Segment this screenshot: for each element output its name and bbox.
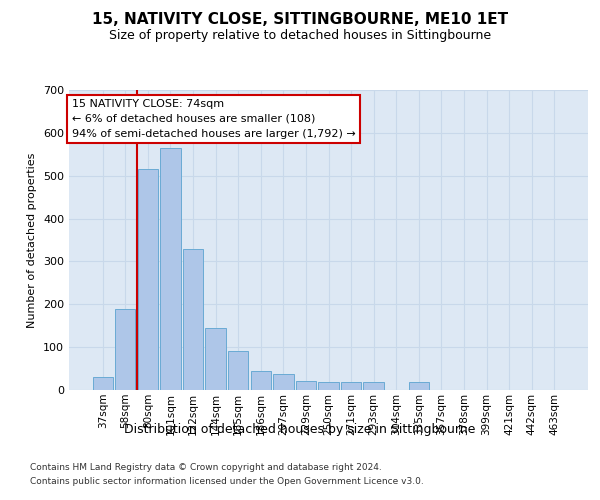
Bar [183,248,203,390]
Bar [319,382,338,390]
Bar [228,352,248,390]
Text: 15, NATIVITY CLOSE, SITTINGBOURNE, ME10 1ET: 15, NATIVITY CLOSE, SITTINGBOURNE, ME10 … [92,12,508,28]
Bar [251,370,271,390]
Text: 15 NATIVITY CLOSE: 74sqm
← 6% of detached houses are smaller (108)
94% of semi-d: 15 NATIVITY CLOSE: 74sqm ← 6% of detache… [71,99,355,138]
Text: Contains public sector information licensed under the Open Government Licence v3: Contains public sector information licen… [30,477,424,486]
Bar [92,377,113,390]
Bar [409,382,429,390]
Bar [296,382,316,390]
Text: Size of property relative to detached houses in Sittingbourne: Size of property relative to detached ho… [109,29,491,42]
Bar [273,374,293,390]
Bar [160,148,181,390]
Bar [115,308,136,390]
Text: Contains HM Land Registry data © Crown copyright and database right 2024.: Contains HM Land Registry data © Crown c… [30,464,382,472]
Bar [341,382,361,390]
Bar [364,382,384,390]
Text: Distribution of detached houses by size in Sittingbourne: Distribution of detached houses by size … [124,422,476,436]
Y-axis label: Number of detached properties: Number of detached properties [28,152,37,328]
Bar [205,328,226,390]
Bar [138,170,158,390]
